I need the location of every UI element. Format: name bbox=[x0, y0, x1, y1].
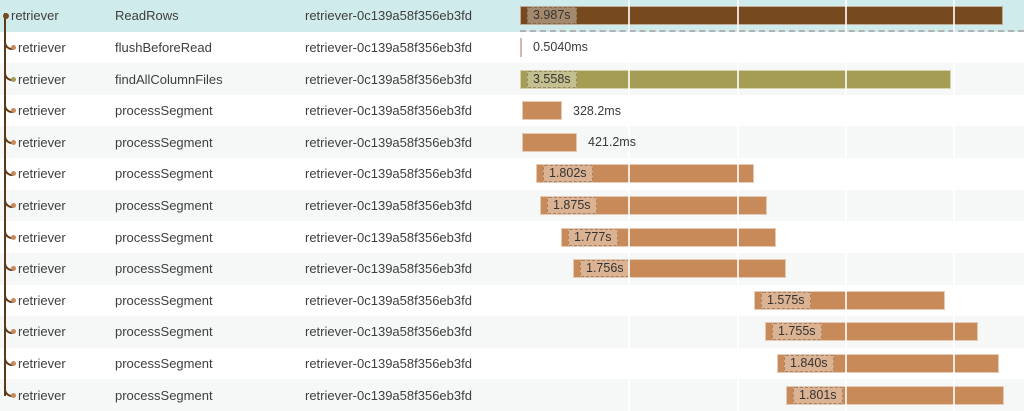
resource-id-label: retriever-0c139a58f356eb3fd bbox=[305, 261, 472, 277]
span-duration-bar[interactable]: 1.756s bbox=[573, 259, 786, 279]
span-duration-label: 3.558s bbox=[527, 70, 577, 88]
resource-id-label: retriever-0c139a58f356eb3fd bbox=[305, 8, 472, 24]
span-tree-dot-icon bbox=[11, 139, 16, 145]
span-duration-bar[interactable]: 1.840s bbox=[777, 354, 999, 374]
span-tree-dot-icon bbox=[3, 12, 9, 19]
span-duration-label: 1.777s bbox=[568, 228, 618, 246]
span-duration-bar[interactable]: 1.575s bbox=[754, 290, 945, 310]
service-name-label: retriever bbox=[11, 8, 59, 24]
span-duration-label: 1.575s bbox=[761, 291, 811, 309]
span-tree-dot-icon bbox=[11, 76, 16, 82]
selected-row-dashed-underline bbox=[520, 29, 1024, 32]
span-tree-dot-icon bbox=[11, 361, 16, 367]
span-duration-bar[interactable]: 3.558s bbox=[520, 69, 951, 89]
span-duration-bar[interactable] bbox=[522, 132, 577, 152]
operation-name-label: processSegment bbox=[115, 166, 213, 182]
span-duration-bar[interactable]: 1.777s bbox=[561, 227, 776, 247]
service-name-label: retriever bbox=[18, 387, 66, 403]
span-row[interactable]: retriever processSegment retriever-0c139… bbox=[0, 186, 1024, 222]
span-tree-dot-icon bbox=[11, 202, 16, 208]
service-name-label: retriever bbox=[18, 103, 66, 119]
service-name-label: retriever bbox=[18, 261, 66, 277]
span-duration-label: 1.756s bbox=[580, 260, 630, 278]
span-row[interactable]: retriever processSegment retriever-0c139… bbox=[0, 313, 1024, 348]
span-duration-label: 3.987s bbox=[527, 7, 577, 25]
span-row[interactable]: retriever processSegment retriever-0c139… bbox=[0, 344, 1024, 380]
span-row[interactable]: retriever findAllColumnFiles retriever-0… bbox=[0, 60, 1024, 95]
span-tree-dot-icon bbox=[11, 329, 16, 335]
operation-name-label: processSegment bbox=[115, 292, 213, 308]
span-row[interactable]: retriever flushBeforeRead retriever-0c13… bbox=[0, 28, 1024, 64]
span-duration-label: 1.801s bbox=[793, 386, 843, 404]
span-tree-dot-icon bbox=[11, 108, 16, 114]
operation-name-label: findAllColumnFiles bbox=[115, 71, 223, 87]
span-duration-label: 1.840s bbox=[784, 355, 834, 373]
span-row[interactable]: retriever processSegment retriever-0c139… bbox=[0, 218, 1024, 253]
span-duration-bar[interactable]: 3.987s bbox=[520, 6, 1003, 26]
resource-id-label: retriever-0c139a58f356eb3fd bbox=[305, 197, 472, 213]
span-row[interactable]: retriever processSegment retriever-0c139… bbox=[0, 91, 1024, 127]
span-tree-dot-icon bbox=[11, 392, 16, 398]
service-name-label: retriever bbox=[18, 229, 66, 245]
resource-id-label: retriever-0c139a58f356eb3fd bbox=[305, 229, 472, 245]
span-tree-dot-icon bbox=[11, 44, 16, 50]
span-duration-bar[interactable]: 1.801s bbox=[786, 385, 1004, 405]
service-name-label: retriever bbox=[18, 324, 66, 340]
span-row[interactable]: retriever processSegment retriever-0c139… bbox=[0, 249, 1024, 285]
span-row[interactable]: retriever processSegment retriever-0c139… bbox=[0, 281, 1024, 317]
resource-id-label: retriever-0c139a58f356eb3fd bbox=[305, 387, 472, 403]
span-duration-label: 1.755s bbox=[772, 323, 822, 341]
operation-name-label: processSegment bbox=[115, 103, 213, 119]
service-name-label: retriever bbox=[18, 134, 66, 150]
operation-name-label: processSegment bbox=[115, 356, 213, 372]
resource-id-label: retriever-0c139a58f356eb3fd bbox=[305, 134, 472, 150]
operation-name-label: processSegment bbox=[115, 134, 213, 150]
operation-name-label: processSegment bbox=[115, 387, 213, 403]
resource-id-label: retriever-0c139a58f356eb3fd bbox=[305, 292, 472, 308]
span-duration-label: 0.5040ms bbox=[533, 40, 588, 55]
span-duration-label: 1.802s bbox=[543, 165, 593, 183]
service-name-label: retriever bbox=[18, 71, 66, 87]
span-tree-dot-icon bbox=[11, 171, 16, 177]
resource-id-label: retriever-0c139a58f356eb3fd bbox=[305, 103, 472, 119]
span-duration-bar[interactable]: 1.875s bbox=[540, 195, 767, 215]
resource-id-label: retriever-0c139a58f356eb3fd bbox=[305, 39, 472, 55]
resource-id-label: retriever-0c139a58f356eb3fd bbox=[305, 71, 472, 87]
service-name-label: retriever bbox=[18, 166, 66, 182]
span-duration-bar[interactable] bbox=[522, 101, 562, 121]
span-duration-bar[interactable] bbox=[520, 37, 522, 57]
span-tree-dot-icon bbox=[11, 297, 16, 303]
span-tree-dot-icon bbox=[11, 266, 16, 272]
resource-id-label: retriever-0c139a58f356eb3fd bbox=[305, 324, 472, 340]
operation-name-label: processSegment bbox=[115, 197, 213, 213]
resource-id-label: retriever-0c139a58f356eb3fd bbox=[305, 166, 472, 182]
span-duration-label: 421.2ms bbox=[588, 135, 636, 150]
span-row[interactable]: retriever processSegment retriever-0c139… bbox=[0, 155, 1024, 190]
span-duration-label: 1.875s bbox=[547, 196, 597, 214]
operation-name-label: processSegment bbox=[115, 261, 213, 277]
span-row[interactable]: retriever ReadRows retriever-0c139a58f35… bbox=[0, 0, 1024, 32]
tree-trunk-line bbox=[4, 13, 6, 396]
span-duration-bar[interactable]: 1.802s bbox=[536, 164, 754, 184]
span-tree-dot-icon bbox=[11, 234, 16, 240]
span-duration-label: 328.2ms bbox=[573, 103, 621, 118]
span-duration-bar[interactable]: 1.755s bbox=[765, 322, 978, 342]
service-name-label: retriever bbox=[18, 197, 66, 213]
service-name-label: retriever bbox=[18, 292, 66, 308]
operation-name-label: ReadRows bbox=[115, 8, 179, 24]
resource-id-label: retriever-0c139a58f356eb3fd bbox=[305, 356, 472, 372]
service-name-label: retriever bbox=[18, 356, 66, 372]
span-row[interactable]: retriever processSegment retriever-0c139… bbox=[0, 123, 1024, 159]
operation-name-label: processSegment bbox=[115, 229, 213, 245]
operation-name-label: flushBeforeRead bbox=[115, 39, 212, 55]
service-name-label: retriever bbox=[18, 39, 66, 55]
operation-name-label: processSegment bbox=[115, 324, 213, 340]
span-row[interactable]: retriever processSegment retriever-0c139… bbox=[0, 376, 1024, 411]
